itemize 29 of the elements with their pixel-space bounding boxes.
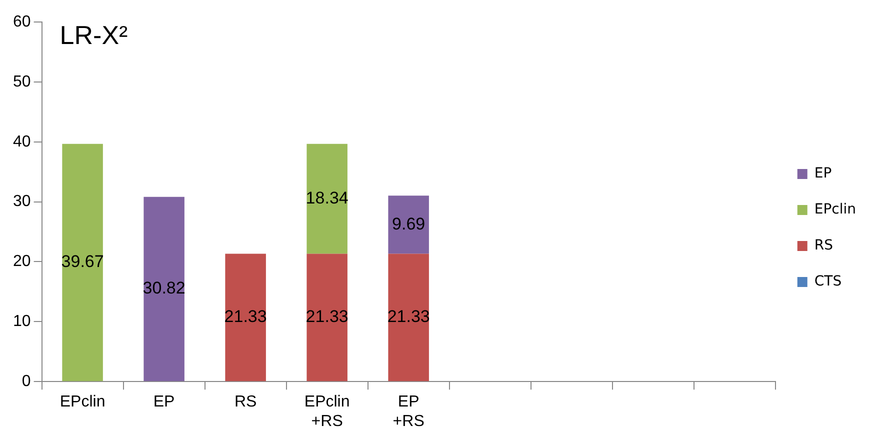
- legend-label: RS: [814, 238, 834, 254]
- data-label: 21.33: [306, 307, 348, 326]
- data-label: 30.82: [142, 278, 186, 298]
- data-label: 39.67: [61, 252, 104, 272]
- bar: [225, 254, 266, 382]
- chart-title: LR-X²: [60, 20, 128, 50]
- y-tick-label: 30: [13, 193, 31, 210]
- bar: [62, 144, 103, 382]
- legend-label: CTS: [814, 274, 842, 290]
- y-tick-label: 40: [13, 133, 31, 150]
- y-tick-label: 60: [13, 13, 31, 30]
- bar: [388, 254, 429, 382]
- bar: [388, 196, 429, 254]
- y-tick-label: 0: [22, 373, 31, 390]
- x-tick-label: RS: [234, 394, 257, 411]
- data-label: 9.69: [392, 214, 426, 234]
- legend-label: EP: [814, 166, 832, 182]
- y-tick-label: 50: [13, 73, 31, 90]
- bar: [144, 196, 184, 382]
- x-tick-label: EP: [153, 394, 175, 411]
- x-tick-label: EP +RS: [392, 394, 424, 430]
- legend-label: EPclin: [814, 202, 856, 218]
- bar: [306, 254, 348, 382]
- data-label: 21.33: [224, 307, 267, 326]
- y-tick-label: 10: [13, 313, 31, 330]
- data-label: 21.33: [387, 307, 430, 326]
- x-tick-label: EPclin: [60, 394, 106, 411]
- y-tick-label: 20: [13, 253, 31, 270]
- x-tick-label: EPclin +RS: [304, 394, 350, 430]
